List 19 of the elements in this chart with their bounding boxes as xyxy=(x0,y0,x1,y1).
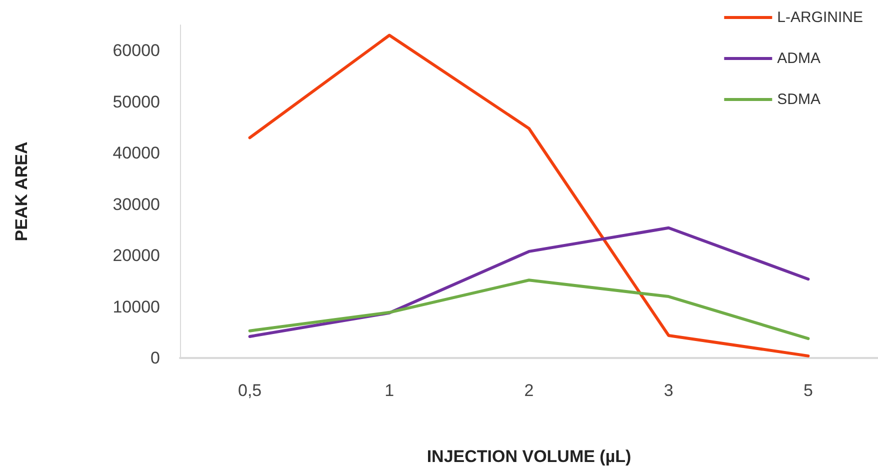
y-tick-label: 10000 xyxy=(112,297,160,316)
x-tick-label: 0,5 xyxy=(238,381,262,400)
y-tick-label: 20000 xyxy=(112,246,160,266)
x-axis-title: INJECTION VOLUME (µL) xyxy=(426,447,632,466)
legend-label: ADMA xyxy=(777,50,820,67)
y-tick-label: 50000 xyxy=(112,92,160,112)
x-tick-label: 2 xyxy=(524,381,534,400)
y-tick-label: 40000 xyxy=(112,144,160,163)
y-axis-title: PEAK AREA xyxy=(12,142,31,242)
x-tick-label: 3 xyxy=(664,381,674,400)
y-tick-label: 0 xyxy=(150,348,160,368)
legend-label: L-ARGININE xyxy=(777,9,864,26)
line-series xyxy=(248,278,810,340)
line-series xyxy=(248,226,810,338)
y-tick-label: 60000 xyxy=(112,41,160,60)
legend-label: SDMA xyxy=(777,91,820,108)
y-tick-label: 30000 xyxy=(112,194,160,214)
x-tick-label: 1 xyxy=(384,381,394,400)
x-tick-label: 5 xyxy=(803,381,813,400)
